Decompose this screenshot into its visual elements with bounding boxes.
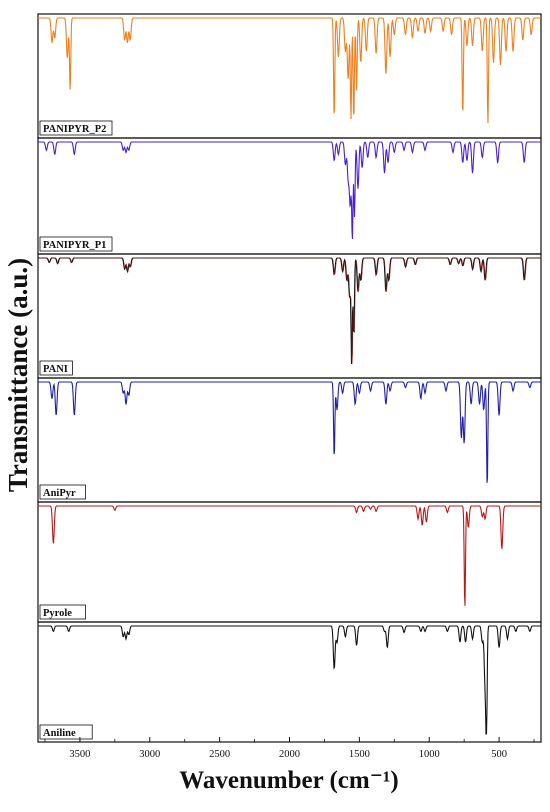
spectrum-line-pyrole: [38, 505, 541, 606]
x-tick-label: 1500: [349, 749, 370, 760]
series-label: Aniline: [43, 728, 76, 739]
series-label-box: [39, 604, 86, 620]
series-label-box: [39, 360, 73, 376]
x-tick-label: 2000: [279, 749, 300, 760]
spectrum-line-pani: [38, 257, 541, 365]
panel-6: Aniline: [37, 621, 542, 743]
series-label-box: [39, 120, 113, 136]
panel-frame: [37, 253, 542, 379]
x-axis: 3500 3000 2500 2000 1500 1000 500: [44, 737, 535, 760]
series-label: PANIPYR_P2: [43, 124, 106, 135]
series-label: PANI: [43, 364, 68, 375]
spectrum-line-aniline: [38, 625, 541, 735]
series-label-box: [39, 236, 113, 252]
series-label: Pyrole: [43, 608, 72, 619]
x-tick-label: 1000: [419, 749, 440, 760]
series-label-box: [39, 724, 93, 740]
x-tick-label: 2500: [209, 749, 230, 760]
panel-2: PANIPYR_P1: [37, 137, 542, 255]
x-axis-label: Wavenumber (cm⁻¹): [179, 767, 399, 794]
spectrum-line-panipyr-p2: [38, 17, 541, 124]
y-axis-label: Transmittance (a.u.): [3, 258, 33, 492]
panel-frame: [37, 137, 542, 255]
x-tick-label: 3500: [69, 749, 90, 760]
x-tick-label: 3000: [139, 749, 160, 760]
spectrum-overlay-line: [38, 257, 542, 365]
x-tick-label: 500: [491, 749, 507, 760]
spectrum-line-panipyr-p1: [38, 141, 541, 239]
panel-5: Pyrole: [37, 501, 542, 623]
spectrum-line-anipyr: [38, 381, 541, 483]
panels-group: PANIPYR_P2 PANIPYR_P1 PANI AniPyr Pyrole Anil…: [37, 13, 542, 743]
series-label: PANIPYR_P1: [43, 240, 106, 251]
panel-4: AniPyr: [37, 377, 542, 503]
panel-3: PANI: [37, 253, 542, 379]
series-label-box: [39, 484, 86, 500]
series-label: AniPyr: [43, 488, 76, 499]
panel-1: PANIPYR_P2: [37, 13, 542, 139]
